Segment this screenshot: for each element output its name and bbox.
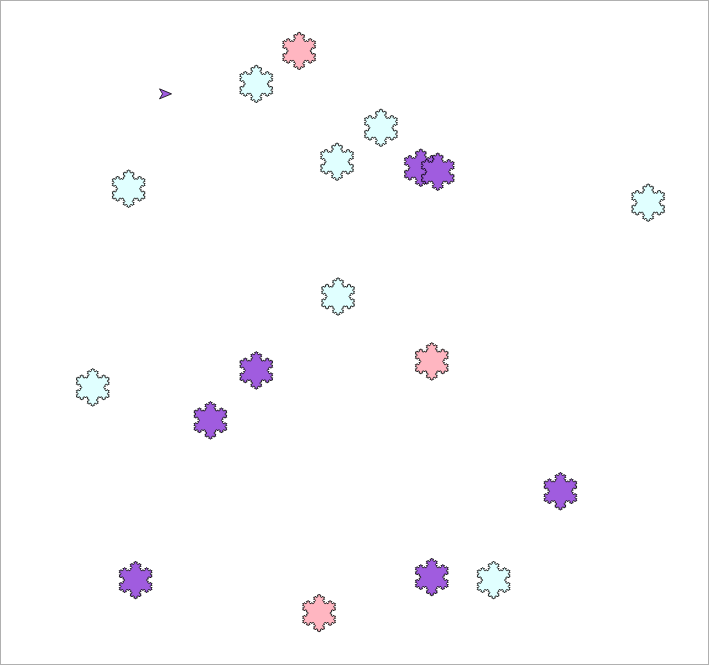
snowflake xyxy=(112,170,145,208)
snowflake xyxy=(303,594,336,632)
snowflake xyxy=(76,368,109,406)
snowflake xyxy=(364,109,397,147)
snowflake xyxy=(632,184,665,222)
plot-frame xyxy=(1,1,709,665)
chart xyxy=(0,0,709,669)
snowflake xyxy=(194,401,227,439)
snowflake xyxy=(240,65,273,103)
turtle-marker xyxy=(160,89,172,99)
snowflake xyxy=(415,558,448,596)
snowflake xyxy=(240,351,273,389)
snowflake xyxy=(322,278,355,316)
snowflake xyxy=(544,472,577,510)
snowflake xyxy=(283,32,316,70)
snowflake xyxy=(321,143,354,181)
snowflake xyxy=(415,342,448,380)
snowflake xyxy=(119,561,152,599)
snowflake xyxy=(477,561,510,599)
snowflake xyxy=(421,153,454,191)
marks xyxy=(76,32,664,632)
